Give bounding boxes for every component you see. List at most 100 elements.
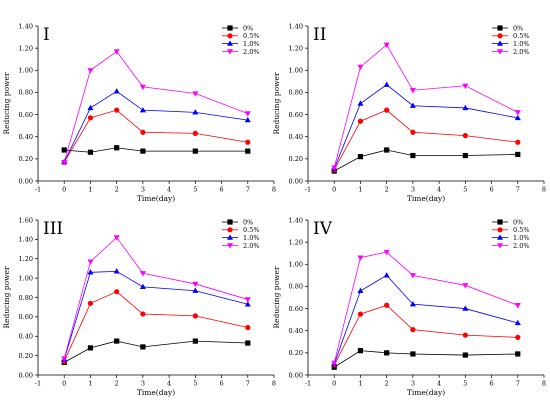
series-point [113,268,120,274]
y-tick-label: 1.00 [19,274,33,282]
y-tick-label: 0.80 [19,89,33,97]
y-tick-label: 0.40 [289,327,303,335]
panel-label: IV [313,219,333,239]
x-tick-label: 0 [62,186,66,194]
x-tick-label: 0 [62,380,66,388]
legend-entry: 1.0% [492,234,530,242]
y-tick-label: 0.60 [19,313,33,321]
series-point [514,114,521,121]
y-tick-label: 0.20 [19,352,33,360]
legend-entry: 2.0% [222,48,260,56]
series-line-2 [333,84,518,169]
series-point [410,129,416,135]
series-line-3 [333,44,518,168]
series-point [514,110,521,116]
series-line-1 [63,109,248,163]
y-tick-label: 0.60 [289,111,303,119]
series-point [114,145,120,151]
series-point [462,133,468,139]
legend-label: 1.0% [243,40,260,48]
series-point [462,104,469,111]
series-point [192,148,198,154]
series-line-0 [64,147,248,153]
series-point [139,106,146,113]
series-point [384,302,390,308]
legend-entry: 2.0% [222,242,260,250]
x-tick-label: -1 [305,186,311,194]
series-point [515,351,521,357]
x-tick-label: 1 [358,186,362,194]
series-point [244,111,251,117]
y-tick-label: 0.00 [19,177,33,185]
legend-marker [227,49,233,55]
x-tick-label: 3 [141,186,145,194]
series-point [192,130,198,136]
x-axis-label: Time(day) [137,194,175,203]
series-point [114,107,120,113]
series-line-3 [333,251,518,363]
series-point [245,148,251,154]
x-tick-label: 8 [272,186,276,194]
series-point [514,319,521,326]
series-point [383,81,390,87]
series-point [462,283,469,289]
series-point [113,88,120,94]
legend-entry: 0% [492,218,523,226]
y-tick-label: 0.20 [289,155,303,163]
series-point [192,338,198,344]
series-point [87,300,94,306]
y-axis-label: Reducing power [272,266,281,329]
series-point [114,338,120,344]
y-tick-label: 1.20 [289,44,303,52]
series-point [113,235,120,241]
x-tick-label: -1 [35,380,41,388]
series-point [462,352,468,358]
series-point [384,350,390,356]
legend-label: 1.0% [513,234,530,242]
series-point [192,287,199,293]
y-tick-label: 1.00 [289,261,303,269]
legend-marker [497,243,503,249]
series-point [245,340,251,346]
x-tick-label: 2 [385,380,389,388]
y-tick-label: 1.40 [19,22,33,30]
panel-label: III [43,219,63,239]
series-line-2 [63,270,248,360]
series-point [87,259,94,265]
series-point [410,351,416,357]
y-tick-label: 0.40 [19,133,33,141]
x-tick-label: 4 [437,380,441,388]
x-tick-label: 4 [167,380,171,388]
legend-label: 0.5% [513,32,530,40]
series-point [244,297,251,303]
series-point [357,348,364,354]
series-point [357,287,364,294]
legend-marker [227,243,233,249]
y-tick-label: 1.00 [19,67,33,75]
y-tick-label: 1.20 [289,238,303,246]
legend-entry: 0.5% [222,226,260,234]
series-line-0 [64,340,248,363]
series-line-3 [63,236,248,359]
series-point [61,356,68,362]
y-tick-label: 1.40 [289,22,303,30]
series-point [409,88,416,94]
series-point [515,334,521,340]
y-axis-label: Reducing power [272,72,281,135]
legend-marker [227,33,233,39]
series-point [87,269,94,275]
y-tick-label: 1.20 [19,44,33,52]
series-line-2 [63,90,248,163]
series-point [139,283,146,290]
legend-marker [227,234,233,240]
series-point [409,273,416,279]
series-point [192,109,199,115]
series-point [384,107,390,113]
y-tick-label: 0.60 [19,111,33,119]
legend-label: 0% [243,218,253,226]
series-point [87,345,94,351]
y-tick-label: 1.00 [289,67,303,75]
panel-label: II [313,25,326,45]
series-point [87,149,94,155]
legend-entry: 0% [222,24,253,32]
